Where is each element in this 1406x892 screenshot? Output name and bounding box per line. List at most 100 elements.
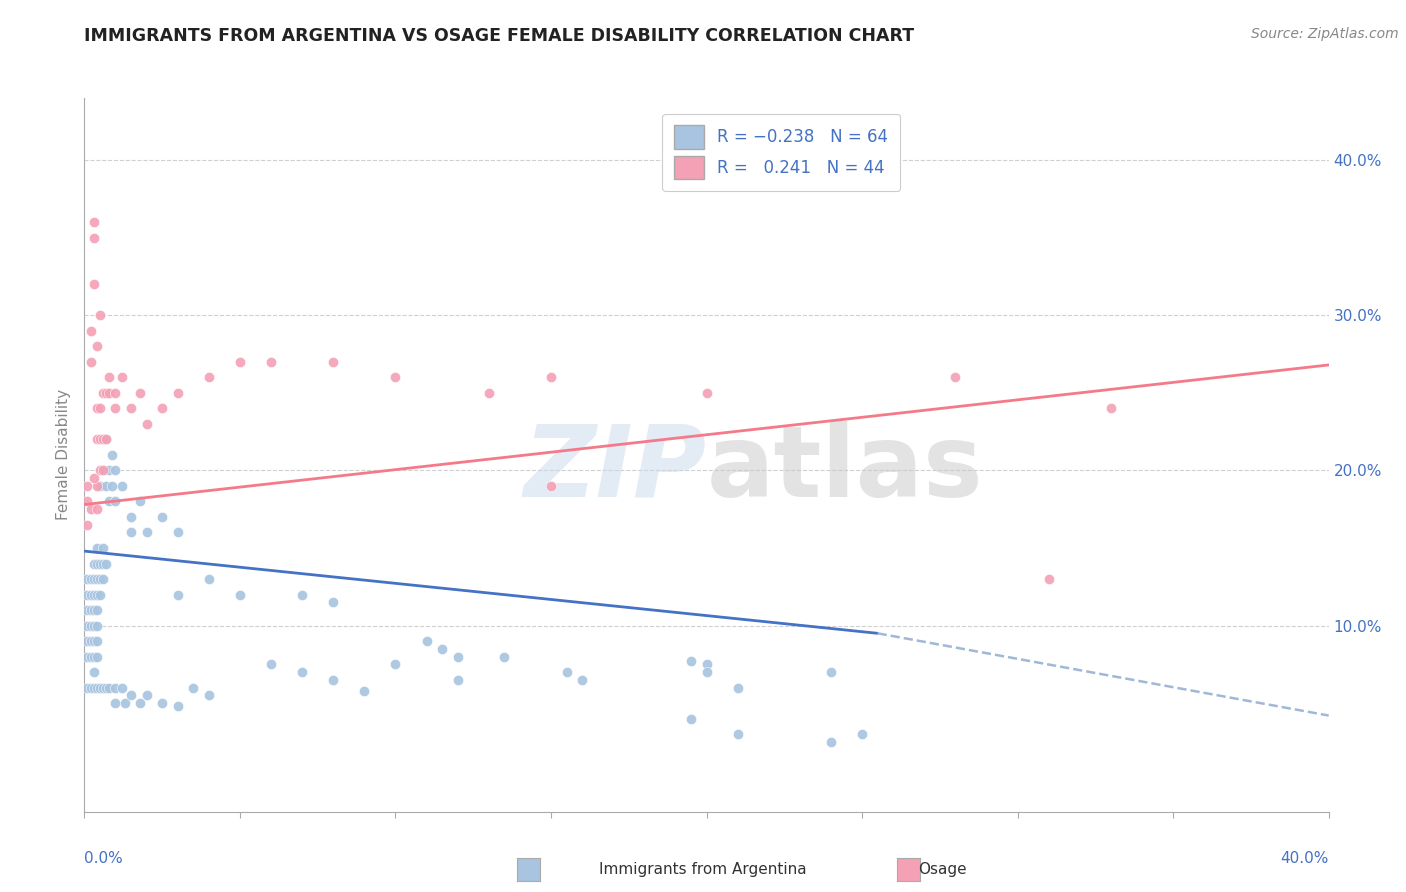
Point — [94, 433, 117, 447]
Point — [76, 603, 98, 617]
Point — [76, 649, 98, 664]
Point — [79, 649, 101, 664]
Point — [555, 665, 578, 679]
Point — [1038, 572, 1060, 586]
Point — [76, 517, 98, 532]
Point — [98, 370, 121, 384]
Point — [89, 463, 111, 477]
Point — [129, 696, 152, 710]
Point — [86, 557, 108, 571]
Point — [447, 649, 470, 664]
Point — [83, 588, 105, 602]
Point — [727, 681, 749, 695]
Point — [76, 479, 98, 493]
Point — [945, 370, 967, 384]
Point — [696, 385, 718, 400]
Point — [478, 385, 501, 400]
Point — [89, 588, 111, 602]
Point — [83, 572, 105, 586]
Point — [83, 618, 105, 632]
Point — [86, 588, 108, 602]
Point — [696, 665, 718, 679]
Point — [94, 433, 117, 447]
Point — [79, 502, 101, 516]
Point — [79, 681, 101, 695]
Point — [98, 385, 121, 400]
Point — [166, 588, 188, 602]
Point — [91, 463, 114, 477]
Point — [135, 525, 157, 540]
Point — [150, 401, 173, 416]
Point — [76, 588, 98, 602]
Point — [198, 572, 221, 586]
Point — [94, 557, 117, 571]
Point — [129, 494, 152, 508]
Point — [83, 681, 105, 695]
Point — [540, 479, 562, 493]
Point — [120, 401, 142, 416]
Point — [89, 433, 111, 447]
Point — [101, 479, 124, 493]
Point — [166, 699, 188, 714]
Point — [111, 370, 134, 384]
Point — [135, 689, 157, 703]
Point — [322, 673, 344, 687]
Point — [679, 654, 702, 668]
Point — [91, 572, 114, 586]
Point — [494, 649, 516, 664]
Point — [79, 588, 101, 602]
Point — [129, 385, 152, 400]
Point — [447, 673, 470, 687]
Point — [727, 727, 749, 741]
Text: 0.0%: 0.0% — [84, 851, 124, 866]
Point — [86, 433, 108, 447]
Text: Source: ZipAtlas.com: Source: ZipAtlas.com — [1251, 27, 1399, 41]
Point — [120, 525, 142, 540]
Point — [820, 735, 842, 749]
Point — [86, 541, 108, 555]
Point — [83, 231, 105, 245]
Point — [94, 479, 117, 493]
Point — [86, 572, 108, 586]
Point — [98, 681, 121, 695]
Point — [83, 603, 105, 617]
Point — [76, 572, 98, 586]
Point — [820, 665, 842, 679]
Point — [86, 401, 108, 416]
Point — [86, 649, 108, 664]
Point — [79, 572, 101, 586]
Point — [98, 463, 121, 477]
Point — [384, 657, 406, 672]
Point — [571, 673, 593, 687]
Point — [79, 634, 101, 648]
Legend: R = −0.238   N = 64, R =   0.241   N = 44: R = −0.238 N = 64, R = 0.241 N = 44 — [662, 113, 900, 191]
Point — [76, 634, 98, 648]
Point — [104, 494, 127, 508]
Point — [430, 641, 453, 656]
Point — [89, 681, 111, 695]
Point — [104, 463, 127, 477]
Point — [83, 665, 105, 679]
Point — [86, 479, 108, 493]
Point — [76, 681, 98, 695]
Point — [83, 557, 105, 571]
Point — [135, 417, 157, 431]
Point — [104, 696, 127, 710]
Point — [111, 681, 134, 695]
Point — [120, 689, 142, 703]
Point — [120, 510, 142, 524]
Point — [384, 370, 406, 384]
Point — [79, 603, 101, 617]
Text: atlas: atlas — [707, 421, 983, 517]
Point — [89, 479, 111, 493]
Point — [94, 681, 117, 695]
Point — [79, 618, 101, 632]
Point — [89, 308, 111, 322]
Point — [150, 696, 173, 710]
Point — [851, 727, 873, 741]
Point — [76, 494, 98, 508]
Point — [540, 370, 562, 384]
Point — [86, 502, 108, 516]
Point — [91, 681, 114, 695]
Point — [86, 339, 108, 353]
